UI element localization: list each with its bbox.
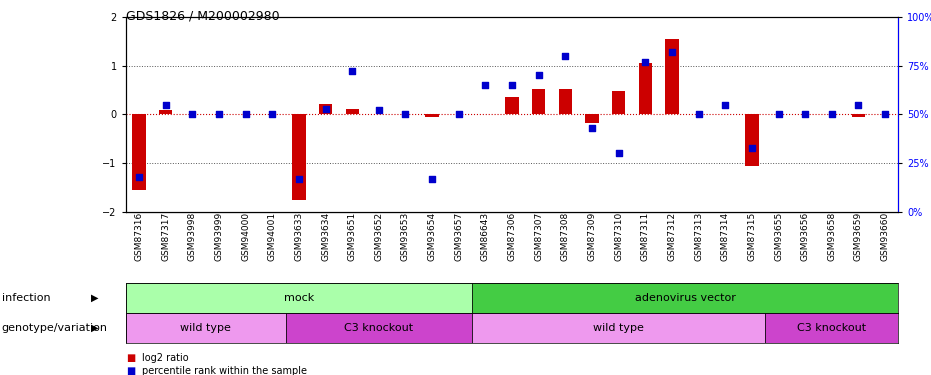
Bar [345, 108, 358, 114]
Text: GSM93634: GSM93634 [321, 212, 330, 261]
Text: GSM86643: GSM86643 [481, 212, 490, 261]
Point [611, 150, 626, 156]
Text: ▶: ▶ [91, 293, 99, 303]
Text: GSM93651: GSM93651 [347, 212, 357, 261]
Point [211, 111, 226, 117]
Text: GSM93659: GSM93659 [854, 212, 863, 261]
Point [771, 111, 786, 117]
Point [452, 111, 466, 117]
Bar [126, 283, 472, 313]
Bar [666, 39, 679, 114]
Point [264, 111, 279, 117]
Text: GSM93656: GSM93656 [801, 212, 810, 261]
Point [185, 111, 200, 117]
Text: wild type: wild type [593, 323, 644, 333]
Text: ■: ■ [126, 366, 135, 375]
Text: genotype/variation: genotype/variation [2, 323, 108, 333]
Text: GSM93655: GSM93655 [774, 212, 783, 261]
Bar [586, 114, 599, 123]
Point [238, 111, 253, 117]
Bar [472, 283, 898, 313]
Text: ■: ■ [126, 353, 135, 363]
Bar [559, 89, 572, 114]
Point [638, 59, 653, 65]
Point [505, 82, 519, 88]
Text: percentile rank within the sample: percentile rank within the sample [142, 366, 307, 375]
Point [691, 111, 706, 117]
Text: GSM94001: GSM94001 [268, 212, 277, 261]
Text: GSM93654: GSM93654 [427, 212, 437, 261]
Text: log2 ratio: log2 ratio [142, 353, 189, 363]
Point [398, 111, 413, 117]
Point [878, 111, 893, 117]
Point [318, 105, 333, 111]
Bar [745, 114, 759, 166]
Text: GSM93652: GSM93652 [374, 212, 384, 261]
Text: GSM93657: GSM93657 [454, 212, 464, 261]
Point [558, 53, 573, 59]
Bar [612, 91, 626, 114]
Bar [159, 111, 172, 114]
Text: GSM87313: GSM87313 [695, 212, 703, 261]
Text: GSM93633: GSM93633 [294, 212, 304, 261]
Bar [132, 114, 145, 190]
Bar [126, 313, 286, 343]
Text: GDS1826 / M200002980: GDS1826 / M200002980 [126, 9, 279, 22]
Point [131, 174, 146, 180]
Text: GSM87312: GSM87312 [668, 212, 677, 261]
Text: C3 knockout: C3 knockout [344, 323, 413, 333]
Point [718, 102, 733, 108]
Text: GSM93658: GSM93658 [828, 212, 836, 261]
Point [425, 176, 439, 182]
Point [824, 111, 839, 117]
Point [291, 176, 306, 182]
Text: GSM94000: GSM94000 [241, 212, 250, 261]
Text: C3 knockout: C3 knockout [797, 323, 867, 333]
Bar [852, 114, 865, 117]
Text: infection: infection [2, 293, 50, 303]
Point [798, 111, 813, 117]
Point [745, 144, 760, 150]
Point [665, 49, 680, 55]
Point [371, 108, 386, 114]
Bar [292, 114, 305, 200]
Text: wild type: wild type [181, 323, 231, 333]
Text: ▶: ▶ [91, 323, 99, 333]
Bar [286, 313, 472, 343]
Text: GSM93660: GSM93660 [881, 212, 890, 261]
Text: GSM93653: GSM93653 [401, 212, 410, 261]
Point [585, 125, 600, 131]
Text: GSM87316: GSM87316 [134, 212, 143, 261]
Bar [472, 313, 765, 343]
Text: GSM87307: GSM87307 [534, 212, 543, 261]
Point [532, 72, 546, 78]
Bar [765, 313, 898, 343]
Bar [425, 114, 439, 117]
Text: GSM87317: GSM87317 [161, 212, 170, 261]
Point [851, 102, 866, 108]
Point [344, 69, 359, 75]
Text: GSM87308: GSM87308 [560, 212, 570, 261]
Text: GSM87310: GSM87310 [614, 212, 623, 261]
Text: mock: mock [284, 293, 314, 303]
Bar [506, 98, 519, 114]
Bar [532, 89, 546, 114]
Text: GSM87311: GSM87311 [641, 212, 650, 261]
Text: GSM87309: GSM87309 [587, 212, 597, 261]
Text: GSM93999: GSM93999 [214, 212, 223, 261]
Text: GSM93998: GSM93998 [188, 212, 196, 261]
Point [478, 82, 492, 88]
Bar [318, 104, 332, 114]
Text: adenovirus vector: adenovirus vector [635, 293, 735, 303]
Point [158, 102, 173, 108]
Bar [639, 63, 652, 114]
Text: GSM87315: GSM87315 [748, 212, 756, 261]
Text: GSM87314: GSM87314 [721, 212, 730, 261]
Text: GSM87306: GSM87306 [507, 212, 517, 261]
